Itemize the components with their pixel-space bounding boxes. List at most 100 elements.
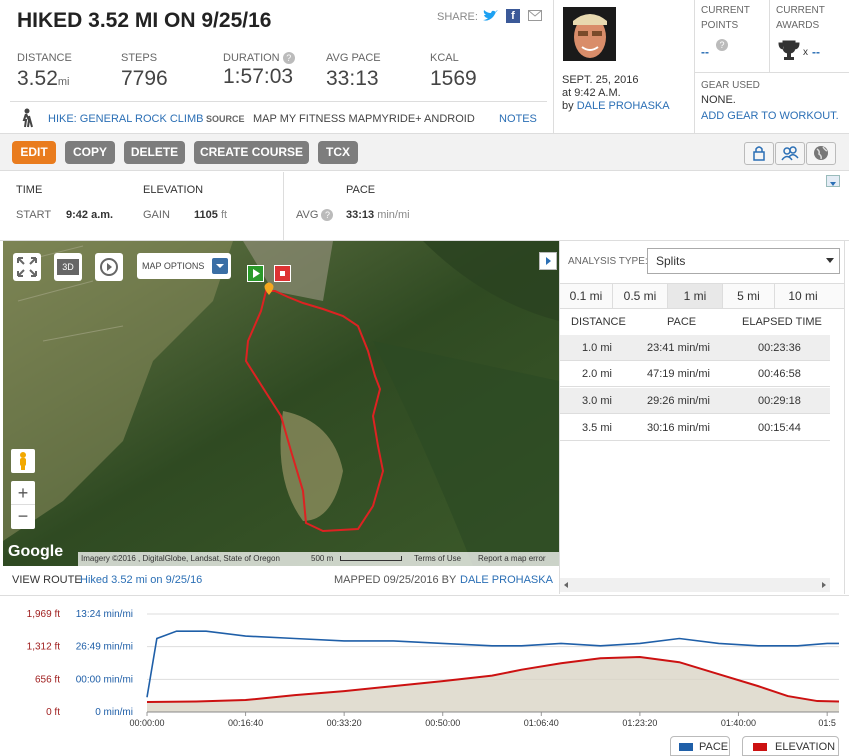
hiker-icon	[22, 108, 33, 128]
create-course-button[interactable]: CREATE COURSE	[194, 141, 309, 164]
delete-button[interactable]: DELETE	[124, 141, 185, 164]
gear-value: NONE.	[701, 94, 736, 106]
start-marker-icon[interactable]	[247, 265, 264, 282]
y-tick-pace: 13:24 min/mi	[76, 609, 133, 620]
lock-icon	[753, 146, 765, 161]
start-value: 9:42 a.m.	[66, 209, 114, 221]
friends-icon	[781, 146, 799, 161]
awards-label: CURRENT AWARDS	[776, 5, 825, 31]
chevron-down-icon	[216, 264, 224, 268]
zoom-out-button[interactable]: −	[17, 506, 29, 526]
collapse-toggle[interactable]	[826, 175, 840, 187]
points-value: --	[701, 45, 709, 59]
analysis-type-label: ANALYSIS TYPE:	[568, 256, 648, 267]
share-label: SHARE:	[437, 11, 478, 23]
view-route-label: VIEW ROUTE	[12, 574, 82, 586]
elevation-swatch	[753, 743, 767, 751]
fullscreen-button[interactable]	[13, 253, 41, 281]
tab-5-mi[interactable]: 5 mi	[723, 284, 775, 308]
awards-x: x	[803, 47, 808, 58]
copy-button[interactable]: COPY	[65, 141, 115, 164]
help-icon[interactable]: ?	[321, 209, 334, 222]
3d-button[interactable]: 3D	[54, 253, 82, 281]
map-attribution: Imagery ©2016 , DigitalGlobe, Landsat, S…	[78, 552, 559, 566]
stat-kcal: KCAL 1569	[430, 52, 477, 90]
tab-0-5-mi[interactable]: 0.5 mi	[613, 284, 668, 308]
google-logo: Google	[8, 543, 64, 560]
facebook-icon[interactable]: f	[506, 9, 520, 23]
x-tick-label: 00:16:40	[228, 718, 263, 728]
analysis-panel	[559, 241, 845, 594]
privacy-lock-button[interactable]	[744, 142, 774, 165]
mapped-label: MAPPED 09/25/2016 BY	[334, 574, 457, 586]
stat-avg-pace: AVG PACE 33:13	[326, 52, 381, 90]
avg-pace-value: 33:13 min/mi	[346, 209, 410, 221]
help-icon[interactable]: ?	[282, 52, 295, 65]
activity-type-link[interactable]: HIKE: GENERAL ROCK CLIMB	[48, 113, 204, 125]
table-row: 3.5 mi 30:16 min/mi 00:15:44	[560, 415, 830, 441]
email-icon[interactable]	[528, 10, 542, 21]
chevron-down-icon	[830, 182, 836, 186]
expand-map-button[interactable]	[539, 252, 557, 270]
legend-elevation[interactable]: ELEVATION	[742, 736, 839, 756]
elevation-heading: ELEVATION	[143, 184, 204, 196]
globe-icon	[814, 146, 828, 160]
tab-0-1-mi[interactable]: 0.1 mi	[560, 284, 613, 308]
table-row: 1.0 mi 23:41 min/mi 00:23:36	[560, 335, 830, 361]
chevron-right-icon	[546, 257, 551, 265]
x-tick-label: 01:23:20	[622, 718, 657, 728]
analysis-type-select[interactable]: Splits	[647, 248, 840, 274]
zoom-in-button[interactable]: +	[11, 481, 35, 505]
add-gear-link[interactable]: ADD GEAR TO WORKOUT.	[701, 110, 839, 122]
y-tick-pace: 00:00 min/mi	[76, 674, 133, 685]
stat-duration: DURATION ? 1:57:03	[223, 52, 295, 89]
y-tick-pace: 26:49 min/mi	[76, 642, 133, 653]
start-label: START	[16, 209, 52, 221]
public-button[interactable]	[806, 142, 836, 165]
replay-button[interactable]	[95, 253, 123, 281]
avatar[interactable]	[563, 7, 616, 61]
route-path	[244, 290, 385, 533]
location-pin-icon	[264, 282, 274, 295]
source-label: SOURCE	[206, 114, 245, 124]
table-row: 2.0 mi 47:19 min/mi 00:46:58	[560, 361, 830, 387]
x-tick-label: 01:5	[818, 718, 836, 728]
workout-date: SEPT. 25, 2016 at 9:42 A.M. by DALE PROH…	[562, 74, 670, 112]
friends-button[interactable]	[775, 142, 805, 165]
y-tick-pace: 0 min/mi	[95, 707, 133, 718]
y-tick-elevation: 0 ft	[46, 707, 60, 718]
table-row: 3.0 mi 29:26 min/mi 00:29:18	[560, 388, 830, 414]
edit-button[interactable]: EDIT	[12, 141, 56, 164]
y-tick-elevation: 1,312 ft	[27, 642, 61, 653]
horizontal-scrollbar[interactable]	[560, 578, 830, 592]
legend-pace[interactable]: PACE	[670, 736, 730, 756]
help-icon[interactable]: ?	[716, 39, 728, 51]
map-view[interactable]: 3D MAP OPTIONS + − Google Imagery ©2016 …	[3, 241, 559, 566]
street-view-button[interactable]	[11, 449, 35, 473]
pace-elevation-chart[interactable]: 1,969 ft 1,312 ft 656 ft 0 ft 13:24 min/mi 26…	[0, 596, 849, 756]
notes-link[interactable]: NOTES	[499, 113, 537, 125]
gain-value: 1105 ft	[194, 209, 228, 221]
source-value: MAP MY FITNESS MAPMYRIDE+ ANDROID	[253, 113, 475, 125]
tcx-button[interactable]: TCX	[318, 141, 358, 164]
x-tick-label: 00:33:20	[327, 718, 362, 728]
tab-1-mi[interactable]: 1 mi	[668, 284, 723, 308]
user-link[interactable]: DALE PROHASKA	[576, 100, 670, 112]
stat-steps: STEPS 7796	[121, 52, 168, 90]
mapped-user-link[interactable]: DALE PROHASKA	[460, 574, 553, 586]
twitter-icon[interactable]	[482, 9, 498, 23]
terms-link[interactable]: Terms of Use	[414, 554, 462, 563]
route-link[interactable]: Hiked 3.52 mi on 9/25/16	[80, 574, 203, 586]
end-marker-icon[interactable]	[274, 265, 291, 282]
x-tick-label: 01:40:00	[721, 718, 756, 728]
chevron-right-icon	[822, 582, 826, 588]
fullscreen-icon	[17, 257, 37, 277]
tab-10-mi[interactable]: 10 mi	[788, 289, 818, 303]
time-heading: TIME	[16, 184, 43, 196]
gear-label: GEAR USED	[701, 80, 760, 91]
replay-icon	[100, 258, 118, 276]
scale-bar	[340, 556, 402, 561]
elevation-area	[147, 657, 839, 712]
map-options-button[interactable]: MAP OPTIONS	[137, 253, 231, 279]
report-link[interactable]: Report a map error	[478, 554, 546, 563]
